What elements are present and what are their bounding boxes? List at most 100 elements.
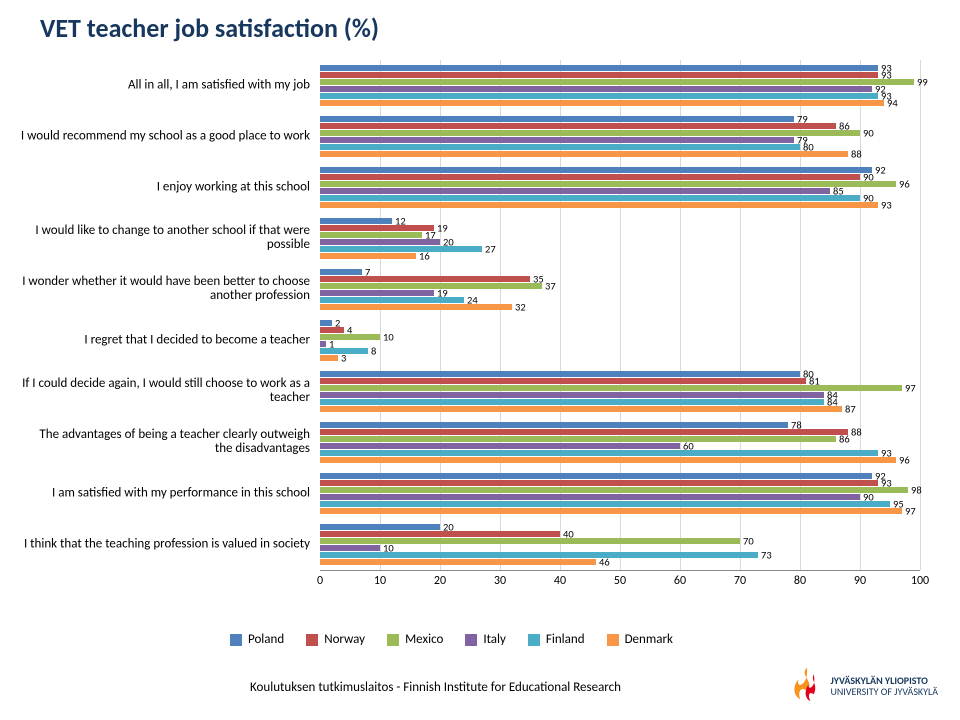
legend-swatch (387, 634, 399, 646)
bar (320, 297, 464, 303)
value-label: 73 (761, 549, 772, 562)
bar (320, 341, 326, 347)
category-label: I regret that I decided to become a teac… (20, 333, 310, 348)
bar (320, 218, 392, 224)
value-label: 96 (899, 454, 910, 467)
bar (320, 151, 848, 157)
value-label: 27 (485, 243, 496, 256)
bar (320, 422, 788, 428)
bar (320, 202, 878, 208)
bar (320, 100, 884, 106)
legend-item: Italy (465, 632, 506, 647)
bar (320, 130, 860, 136)
bar (320, 123, 836, 129)
legend-label: Mexico (405, 632, 443, 647)
bar (320, 429, 848, 435)
page-title: VET teacher job satisfaction (%) (40, 12, 379, 44)
x-tick-label: 90 (854, 574, 866, 588)
flame-icon (790, 666, 824, 706)
category-label: If I could decide again, I would still c… (20, 377, 310, 407)
bar (320, 167, 872, 173)
bar (320, 65, 878, 71)
bar (320, 501, 890, 507)
value-label: 37 (545, 280, 556, 293)
value-label: 70 (743, 535, 754, 548)
bar (320, 195, 860, 201)
logo-line2: UNIVERSITY OF JYVÄSKYLÄ (830, 686, 938, 697)
value-label: 99 (917, 76, 928, 89)
bar (320, 188, 830, 194)
value-label: 88 (851, 148, 862, 161)
category-label: I enjoy working at this school (20, 180, 310, 195)
legend-label: Italy (483, 632, 506, 647)
x-tick-label: 20 (434, 574, 446, 588)
bar (320, 443, 680, 449)
x-tick-label: 100 (911, 574, 929, 588)
category-label: I wonder whether it would have been bett… (20, 275, 310, 305)
value-label: 87 (845, 403, 856, 416)
bar (320, 225, 434, 231)
bar (320, 320, 332, 326)
bar (320, 545, 380, 551)
x-tick-label: 50 (614, 574, 626, 588)
bar (320, 86, 872, 92)
bar (320, 355, 338, 361)
category-label: I am satisfied with my performance in th… (20, 486, 310, 501)
value-label: 86 (839, 433, 850, 446)
bar (320, 181, 896, 187)
bar (320, 436, 836, 442)
bar (320, 269, 362, 275)
legend-item: Denmark (607, 632, 673, 647)
legend-swatch (528, 634, 540, 646)
value-label: 93 (881, 199, 892, 212)
bar (320, 392, 824, 398)
x-tick-label: 0 (317, 574, 323, 588)
bar (320, 457, 896, 463)
value-label: 16 (419, 250, 430, 263)
bar (320, 174, 860, 180)
grid-line (860, 60, 861, 570)
value-label: 90 (863, 127, 874, 140)
legend-swatch (607, 634, 619, 646)
legend-swatch (306, 634, 318, 646)
value-label: 8 (371, 345, 376, 358)
bar (320, 144, 800, 150)
bar (320, 371, 800, 377)
bar (320, 406, 842, 412)
bar (320, 450, 878, 456)
value-label: 88 (851, 426, 862, 439)
bar (320, 79, 914, 85)
bar (320, 253, 416, 259)
bar (320, 385, 902, 391)
x-tick-label: 40 (554, 574, 566, 588)
value-label: 46 (599, 556, 610, 569)
category-label: I would recommend my school as a good pl… (20, 129, 310, 144)
value-label: 94 (887, 97, 898, 110)
plot: 9393999293947986907980889290968590931219… (320, 60, 920, 571)
x-tick-label: 80 (794, 574, 806, 588)
bar (320, 72, 878, 78)
legend-item: Poland (230, 632, 284, 647)
value-label: 19 (437, 222, 448, 235)
bar (320, 290, 434, 296)
value-label: 10 (383, 331, 394, 344)
bar (320, 276, 530, 282)
x-tick-label: 70 (734, 574, 746, 588)
bar (320, 524, 440, 530)
bar (320, 304, 512, 310)
legend-label: Norway (324, 632, 365, 647)
category-label: I think that the teaching profession is … (20, 537, 310, 552)
bar (320, 239, 440, 245)
bar (320, 327, 344, 333)
bar (320, 116, 794, 122)
value-label: 3 (341, 352, 346, 365)
footer-text: Koulutuksen tutkimuslaitos - Finnish Ins… (250, 680, 621, 695)
bar (320, 246, 482, 252)
legend-item: Norway (306, 632, 365, 647)
bar (320, 494, 860, 500)
bar (320, 283, 542, 289)
bar (320, 137, 794, 143)
value-label: 97 (905, 505, 916, 518)
bar (320, 399, 824, 405)
bar (320, 378, 806, 384)
